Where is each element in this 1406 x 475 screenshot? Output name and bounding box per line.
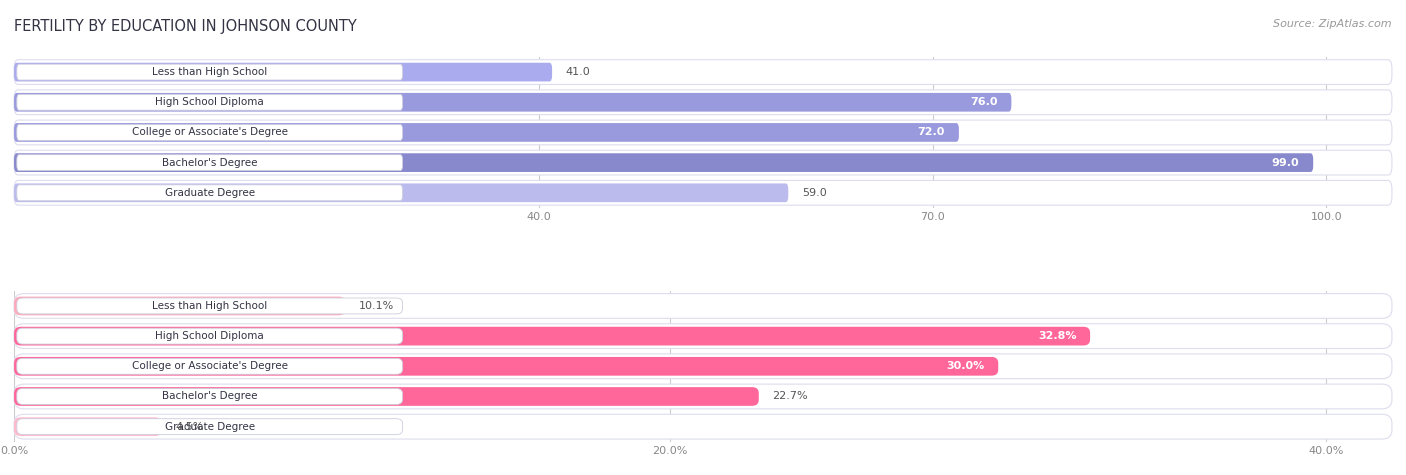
FancyBboxPatch shape	[14, 150, 1392, 175]
Text: High School Diploma: High School Diploma	[155, 97, 264, 107]
Text: 99.0: 99.0	[1272, 158, 1299, 168]
FancyBboxPatch shape	[17, 64, 402, 80]
FancyBboxPatch shape	[14, 354, 1392, 379]
FancyBboxPatch shape	[17, 328, 402, 344]
FancyBboxPatch shape	[17, 185, 402, 201]
FancyBboxPatch shape	[14, 414, 1392, 439]
Text: Less than High School: Less than High School	[152, 67, 267, 77]
Text: Graduate Degree: Graduate Degree	[165, 188, 254, 198]
Text: 41.0: 41.0	[565, 67, 591, 77]
Text: College or Associate's Degree: College or Associate's Degree	[132, 127, 288, 137]
FancyBboxPatch shape	[17, 155, 402, 171]
Text: 72.0: 72.0	[918, 127, 945, 137]
Text: 59.0: 59.0	[801, 188, 827, 198]
FancyBboxPatch shape	[14, 63, 553, 81]
FancyBboxPatch shape	[14, 296, 346, 315]
FancyBboxPatch shape	[17, 418, 402, 435]
Text: Source: ZipAtlas.com: Source: ZipAtlas.com	[1274, 19, 1392, 29]
Text: 76.0: 76.0	[970, 97, 998, 107]
Text: 22.7%: 22.7%	[772, 391, 808, 401]
FancyBboxPatch shape	[14, 153, 1313, 172]
FancyBboxPatch shape	[14, 183, 789, 202]
Text: 10.1%: 10.1%	[359, 301, 395, 311]
Text: 30.0%: 30.0%	[946, 361, 984, 371]
FancyBboxPatch shape	[17, 95, 402, 110]
FancyBboxPatch shape	[17, 298, 402, 314]
Text: Graduate Degree: Graduate Degree	[165, 422, 254, 432]
Text: Bachelor's Degree: Bachelor's Degree	[162, 391, 257, 401]
FancyBboxPatch shape	[14, 387, 759, 406]
FancyBboxPatch shape	[14, 93, 1011, 112]
FancyBboxPatch shape	[14, 123, 959, 142]
FancyBboxPatch shape	[14, 384, 1392, 409]
FancyBboxPatch shape	[14, 327, 1090, 345]
FancyBboxPatch shape	[14, 60, 1392, 85]
FancyBboxPatch shape	[14, 418, 162, 436]
FancyBboxPatch shape	[17, 358, 402, 374]
FancyBboxPatch shape	[17, 124, 402, 141]
FancyBboxPatch shape	[17, 389, 402, 404]
Text: Bachelor's Degree: Bachelor's Degree	[162, 158, 257, 168]
Text: High School Diploma: High School Diploma	[155, 331, 264, 341]
FancyBboxPatch shape	[14, 90, 1392, 114]
Text: 4.5%: 4.5%	[176, 422, 204, 432]
Text: College or Associate's Degree: College or Associate's Degree	[132, 361, 288, 371]
FancyBboxPatch shape	[14, 294, 1392, 318]
FancyBboxPatch shape	[14, 180, 1392, 205]
Text: Less than High School: Less than High School	[152, 301, 267, 311]
Text: FERTILITY BY EDUCATION IN JOHNSON COUNTY: FERTILITY BY EDUCATION IN JOHNSON COUNTY	[14, 19, 357, 34]
FancyBboxPatch shape	[14, 357, 998, 376]
FancyBboxPatch shape	[14, 120, 1392, 145]
Text: 32.8%: 32.8%	[1038, 331, 1077, 341]
FancyBboxPatch shape	[14, 324, 1392, 349]
